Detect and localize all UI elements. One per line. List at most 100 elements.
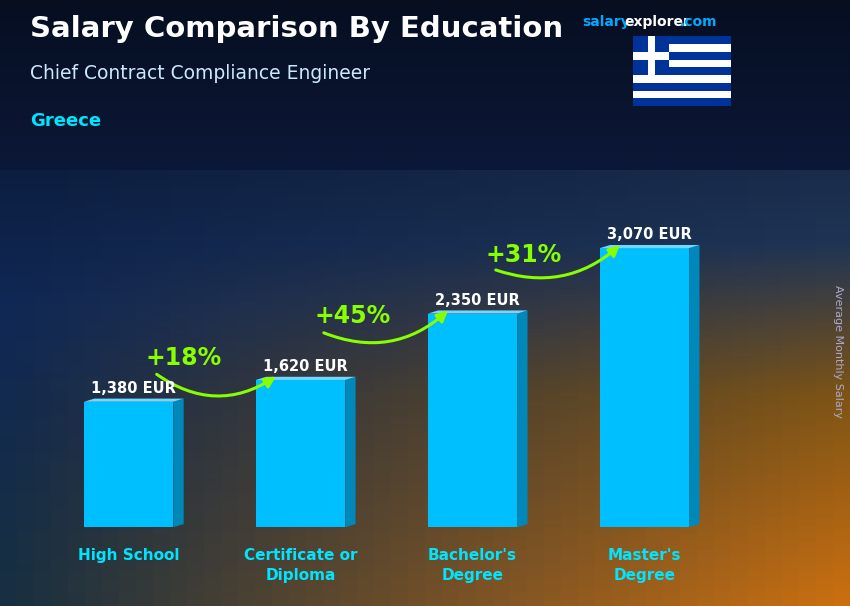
Bar [459, 527, 476, 529]
Bar [629, 232, 646, 235]
Bar [136, 153, 153, 156]
Bar [68, 0, 85, 2]
Bar [408, 544, 425, 545]
Bar [425, 384, 442, 386]
Bar [408, 564, 425, 565]
Bar [833, 226, 850, 228]
Bar [833, 517, 850, 519]
Bar [17, 232, 34, 235]
Bar [102, 147, 119, 150]
Bar [799, 214, 816, 216]
Bar [697, 305, 714, 307]
Bar [221, 468, 238, 471]
Bar [374, 386, 391, 388]
Bar [0, 92, 850, 93]
Bar [493, 485, 510, 487]
Bar [731, 558, 748, 559]
Bar [459, 224, 476, 226]
Bar [459, 388, 476, 390]
Bar [476, 468, 493, 471]
Bar [442, 406, 459, 408]
Bar [153, 491, 170, 493]
Bar [391, 319, 408, 321]
Bar [816, 152, 833, 153]
Bar [102, 50, 119, 53]
Bar [476, 345, 493, 347]
Bar [357, 341, 374, 344]
Bar [782, 473, 799, 474]
Bar [544, 309, 561, 311]
Bar [663, 299, 680, 301]
Bar [238, 307, 255, 309]
Bar [612, 170, 629, 171]
Bar [544, 465, 561, 467]
Bar [425, 307, 442, 309]
Bar [68, 356, 85, 358]
Bar [289, 214, 306, 216]
Bar [782, 168, 799, 170]
Bar [459, 238, 476, 241]
Bar [527, 345, 544, 347]
Bar [255, 602, 272, 604]
Bar [17, 150, 34, 152]
Bar [51, 604, 68, 606]
Bar [102, 38, 119, 41]
Bar [816, 83, 833, 85]
Bar [493, 600, 510, 602]
Bar [51, 459, 68, 461]
Bar [102, 430, 119, 432]
Bar [68, 430, 85, 432]
Bar [476, 18, 493, 20]
Bar [0, 255, 17, 256]
Bar [578, 261, 595, 262]
Bar [0, 145, 17, 147]
Bar [612, 598, 629, 600]
Bar [357, 335, 374, 338]
Bar [238, 22, 255, 24]
Bar [493, 170, 510, 171]
Bar [187, 473, 204, 474]
Bar [221, 344, 238, 345]
Bar [102, 77, 119, 79]
Bar [153, 392, 170, 394]
Bar [748, 265, 765, 267]
Bar [272, 396, 289, 398]
Bar [561, 208, 578, 210]
Bar [187, 594, 204, 596]
Bar [629, 327, 646, 329]
Bar [595, 430, 612, 432]
Bar [255, 305, 272, 307]
Bar [476, 196, 493, 198]
Bar [595, 588, 612, 590]
Bar [476, 341, 493, 344]
Bar [663, 196, 680, 198]
Bar [476, 42, 493, 44]
Bar [0, 190, 17, 192]
Bar [782, 564, 799, 565]
Bar [561, 558, 578, 559]
Bar [629, 382, 646, 384]
Bar [731, 420, 748, 422]
Bar [68, 341, 85, 344]
Bar [782, 109, 799, 111]
Bar [85, 123, 102, 125]
Bar [68, 374, 85, 376]
Bar [170, 67, 187, 68]
Bar [544, 519, 561, 521]
Bar [0, 394, 17, 396]
Bar [119, 285, 136, 287]
Bar [527, 253, 544, 255]
Bar [153, 396, 170, 398]
Bar [204, 150, 221, 152]
Bar [0, 311, 17, 313]
Bar [595, 602, 612, 604]
Bar [799, 32, 816, 35]
Bar [680, 244, 697, 247]
Bar [629, 162, 646, 164]
Bar [272, 59, 289, 61]
Bar [306, 374, 323, 376]
Bar [561, 176, 578, 178]
Bar [442, 535, 459, 538]
Bar [221, 550, 238, 551]
Bar [544, 331, 561, 333]
